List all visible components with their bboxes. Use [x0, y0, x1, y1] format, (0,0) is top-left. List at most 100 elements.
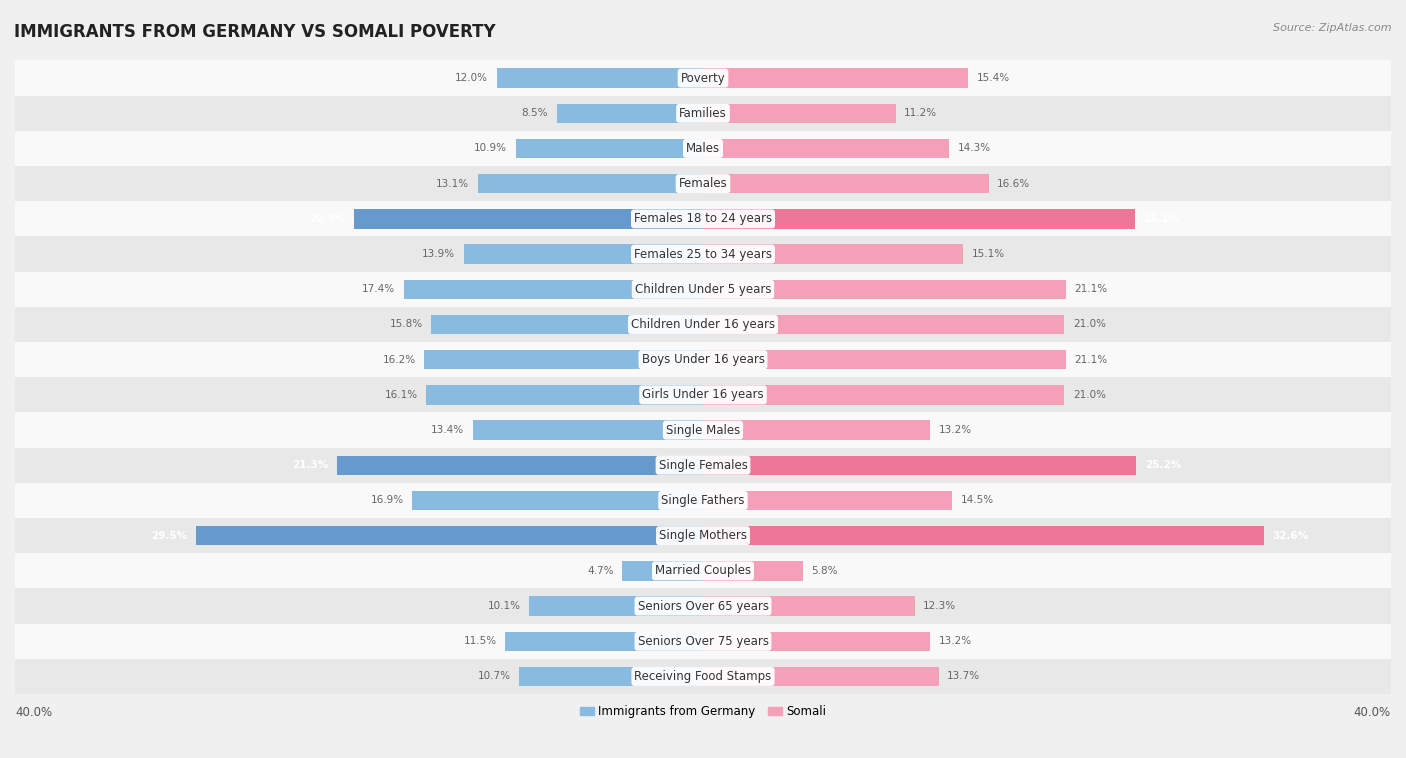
Bar	[412, 490, 703, 510]
Bar	[195, 526, 703, 545]
Bar	[336, 456, 703, 475]
Text: Females 18 to 24 years: Females 18 to 24 years	[634, 212, 772, 225]
Text: Families: Families	[679, 107, 727, 120]
Bar	[703, 280, 1066, 299]
Bar	[15, 518, 1391, 553]
Bar	[557, 104, 703, 123]
Text: Females 25 to 34 years: Females 25 to 34 years	[634, 248, 772, 261]
Text: 12.3%: 12.3%	[924, 601, 956, 611]
Text: Seniors Over 75 years: Seniors Over 75 years	[637, 634, 769, 648]
Text: 10.7%: 10.7%	[478, 672, 510, 681]
Bar	[703, 526, 1264, 545]
Bar	[15, 448, 1391, 483]
Bar	[15, 588, 1391, 624]
Text: 13.2%: 13.2%	[939, 636, 972, 647]
Text: 15.8%: 15.8%	[389, 319, 423, 330]
Text: 21.0%: 21.0%	[1073, 390, 1105, 400]
Bar	[15, 377, 1391, 412]
Bar	[703, 421, 929, 440]
Text: Girls Under 16 years: Girls Under 16 years	[643, 388, 763, 402]
Text: Children Under 16 years: Children Under 16 years	[631, 318, 775, 331]
Text: 13.2%: 13.2%	[939, 425, 972, 435]
Bar	[15, 342, 1391, 377]
Bar	[15, 412, 1391, 448]
Text: Seniors Over 65 years: Seniors Over 65 years	[637, 600, 769, 612]
Text: Source: ZipAtlas.com: Source: ZipAtlas.com	[1274, 23, 1392, 33]
Bar	[505, 631, 703, 651]
Bar	[354, 209, 703, 229]
Bar	[425, 350, 703, 369]
Text: 16.9%: 16.9%	[371, 496, 404, 506]
Text: Females: Females	[679, 177, 727, 190]
Bar	[15, 271, 1391, 307]
Text: Single Fathers: Single Fathers	[661, 494, 745, 507]
Text: Single Females: Single Females	[658, 459, 748, 471]
Bar	[703, 244, 963, 264]
Text: 13.9%: 13.9%	[422, 249, 456, 259]
Bar	[519, 667, 703, 686]
Bar	[703, 631, 929, 651]
Bar	[703, 456, 1136, 475]
Bar	[15, 202, 1391, 236]
Bar	[426, 385, 703, 405]
Text: Boys Under 16 years: Boys Under 16 years	[641, 353, 765, 366]
Bar	[703, 104, 896, 123]
Text: Poverty: Poverty	[681, 71, 725, 85]
Text: 32.6%: 32.6%	[1272, 531, 1309, 540]
Text: 40.0%: 40.0%	[1354, 706, 1391, 719]
Bar	[15, 553, 1391, 588]
Text: 5.8%: 5.8%	[811, 566, 838, 576]
Bar	[15, 483, 1391, 518]
Bar	[529, 597, 703, 615]
Text: 21.3%: 21.3%	[292, 460, 328, 470]
Text: 20.3%: 20.3%	[309, 214, 346, 224]
Bar	[703, 315, 1064, 334]
Text: 8.5%: 8.5%	[522, 108, 548, 118]
Text: IMMIGRANTS FROM GERMANY VS SOMALI POVERTY: IMMIGRANTS FROM GERMANY VS SOMALI POVERT…	[14, 23, 496, 41]
Bar	[15, 307, 1391, 342]
Text: 15.4%: 15.4%	[977, 73, 1010, 83]
Bar	[703, 385, 1064, 405]
Bar	[404, 280, 703, 299]
Text: 21.0%: 21.0%	[1073, 319, 1105, 330]
Bar	[478, 174, 703, 193]
Text: 10.1%: 10.1%	[488, 601, 520, 611]
Bar	[15, 166, 1391, 202]
Text: 13.1%: 13.1%	[436, 179, 470, 189]
Text: Males: Males	[686, 142, 720, 155]
Bar	[703, 667, 939, 686]
Text: 21.1%: 21.1%	[1074, 284, 1108, 294]
Text: 16.1%: 16.1%	[384, 390, 418, 400]
Text: 12.0%: 12.0%	[456, 73, 488, 83]
Bar	[15, 131, 1391, 166]
Text: 11.5%: 11.5%	[464, 636, 496, 647]
Text: 17.4%: 17.4%	[361, 284, 395, 294]
Bar	[703, 174, 988, 193]
Legend: Immigrants from Germany, Somali: Immigrants from Germany, Somali	[575, 700, 831, 723]
Bar	[703, 209, 1135, 229]
Text: 13.4%: 13.4%	[430, 425, 464, 435]
Bar	[472, 421, 703, 440]
Text: 29.5%: 29.5%	[150, 531, 187, 540]
Bar	[15, 659, 1391, 694]
Text: Married Couples: Married Couples	[655, 565, 751, 578]
Bar	[703, 139, 949, 158]
Bar	[623, 561, 703, 581]
Bar	[15, 236, 1391, 271]
Text: 16.6%: 16.6%	[997, 179, 1031, 189]
Text: 16.2%: 16.2%	[382, 355, 416, 365]
Bar	[703, 597, 914, 615]
Bar	[703, 490, 952, 510]
Bar	[15, 61, 1391, 96]
Bar	[15, 96, 1391, 131]
Bar	[516, 139, 703, 158]
Text: 25.1%: 25.1%	[1143, 214, 1180, 224]
Text: 13.7%: 13.7%	[948, 672, 980, 681]
Bar	[496, 68, 703, 88]
Text: 4.7%: 4.7%	[588, 566, 613, 576]
Text: Single Mothers: Single Mothers	[659, 529, 747, 542]
Bar	[703, 561, 803, 581]
Text: Single Males: Single Males	[666, 424, 740, 437]
Bar	[703, 350, 1066, 369]
Text: 14.3%: 14.3%	[957, 143, 991, 153]
